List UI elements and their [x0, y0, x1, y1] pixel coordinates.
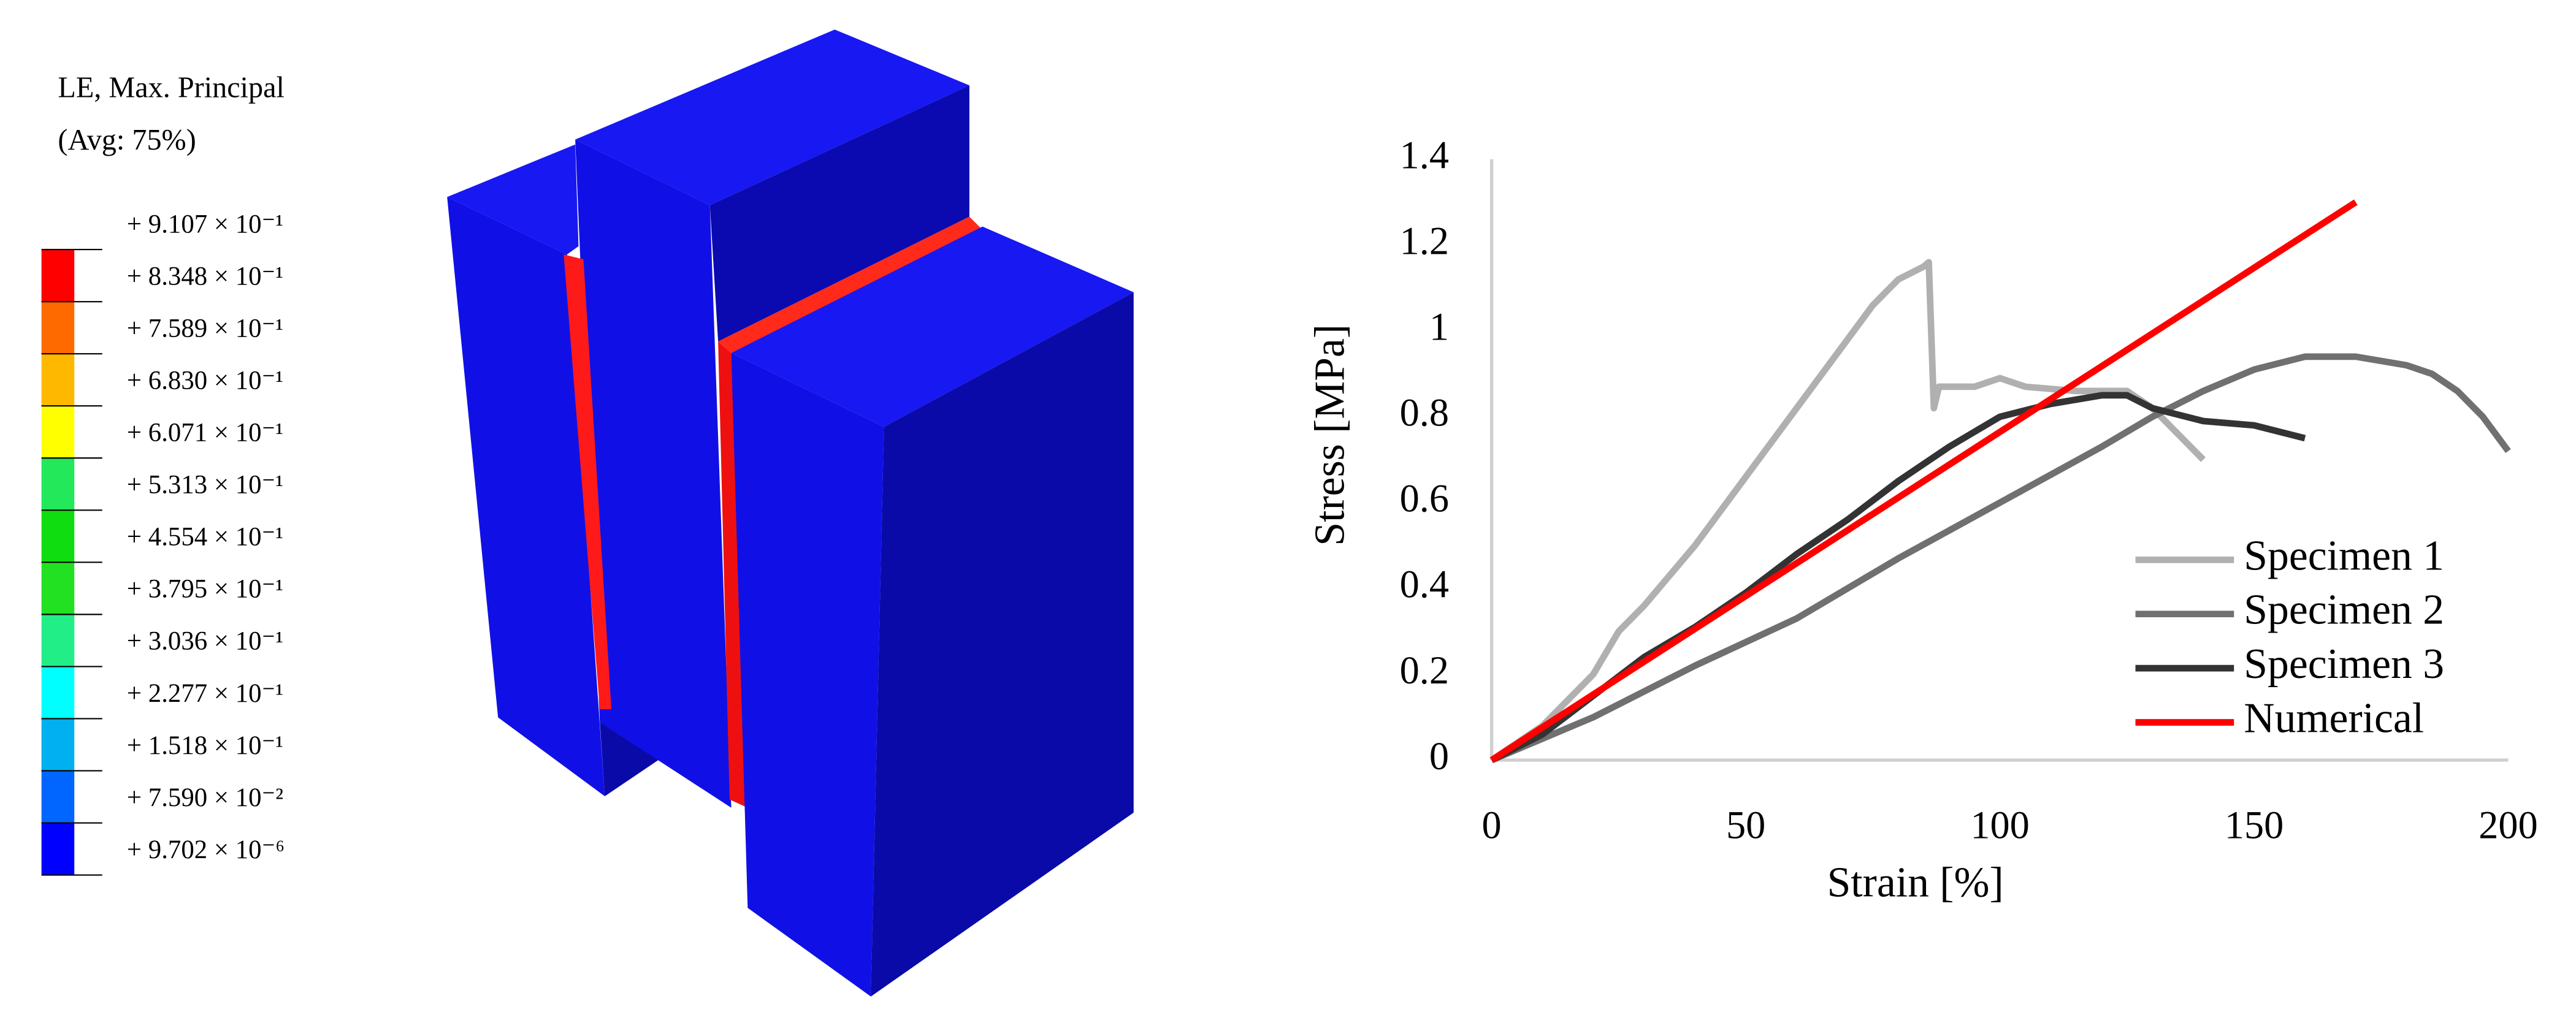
legend-title: LE, Max. Principal: [58, 71, 284, 104]
contour-label: + 1.518 × 10⁻¹: [127, 731, 283, 760]
x-tick-label: 200: [2479, 803, 2537, 846]
contour-band: [41, 458, 75, 511]
legend-label: Specimen 2: [2244, 587, 2444, 634]
contour-band: [41, 302, 75, 354]
y-tick-label: 1.2: [1400, 219, 1449, 263]
contour-band: [41, 823, 75, 875]
y-tick-label: 1: [1429, 305, 1449, 349]
chart: Strain [%] Stress [MPa] 0 0.2 0.4 0.6 0.8 1 1.…: [1306, 134, 2537, 907]
contour-label: + 4.554 × 10⁻¹: [127, 523, 283, 552]
contour-label: + 8.348 × 10⁻¹: [127, 262, 283, 291]
model-strip: [564, 254, 612, 710]
model-face: [731, 352, 884, 997]
series-line: [1489, 199, 2358, 763]
contour-band: [41, 718, 75, 771]
y-tick-label: 0.6: [1400, 477, 1449, 520]
contour-label: + 9.107 × 10⁻¹: [127, 210, 283, 238]
contour-band: [41, 770, 75, 823]
x-tick-label: 150: [2225, 803, 2284, 846]
fe-model: [447, 29, 1134, 997]
model-face: [575, 139, 732, 808]
model-strip: [718, 216, 983, 353]
x-tick-label: 0: [1482, 803, 1502, 846]
contour-band: [41, 666, 75, 719]
y-tick-label: 0.8: [1400, 391, 1449, 435]
y-tick-label: 0.4: [1400, 563, 1449, 606]
model-face: [709, 85, 969, 342]
model-face: [600, 722, 666, 796]
y-tick-label: 1.4: [1400, 134, 1449, 177]
contour-label: + 5.313 × 10⁻¹: [127, 471, 283, 500]
contour-band: [41, 249, 75, 302]
contour-legend: + 9.107 × 10⁻¹ + 8.348 × 10⁻¹ + 7.589 × 10…: [41, 210, 285, 876]
contour-label: + 7.589 × 10⁻¹: [127, 314, 283, 343]
model-face: [731, 226, 1134, 427]
x-axis-label: Strain [%]: [1827, 859, 2004, 906]
x-tick-label: 100: [1970, 803, 2029, 846]
legend-label: Specimen 3: [2244, 641, 2444, 688]
series-line: [1489, 259, 2206, 763]
x-tick-label: 50: [1726, 803, 1765, 846]
contour-label: + 2.277 × 10⁻¹: [127, 679, 283, 708]
contour-label: + 3.795 × 10⁻¹: [127, 575, 283, 604]
series-line: [1490, 353, 2511, 764]
contour-band: [41, 406, 75, 458]
legend-label: Specimen 1: [2244, 532, 2444, 579]
y-tick-label: 0: [1429, 734, 1449, 778]
model-face: [871, 292, 1134, 997]
model-face: [575, 29, 969, 205]
legend-title: (Avg: 75%): [58, 124, 196, 156]
contour-label: + 3.036 × 10⁻¹: [127, 627, 283, 656]
contour-band: [41, 614, 75, 667]
contour-band: [41, 562, 75, 615]
y-axis-label: Stress [MPa]: [1306, 324, 1353, 546]
model-face: [447, 197, 605, 796]
model-strip: [718, 341, 748, 808]
contour-label: + 6.830 × 10⁻¹: [127, 367, 283, 395]
y-tick-label: 0.2: [1400, 649, 1449, 692]
legend-label: Numerical: [2244, 694, 2424, 742]
contour-label: + 6.071 × 10⁻¹: [127, 419, 283, 447]
contour-band: [41, 510, 75, 563]
contour-label: + 7.590 × 10⁻²: [127, 783, 283, 812]
contour-label: + 9.702 × 10⁻⁶: [127, 835, 285, 864]
model-face: [447, 144, 579, 255]
contour-band: [41, 354, 75, 406]
